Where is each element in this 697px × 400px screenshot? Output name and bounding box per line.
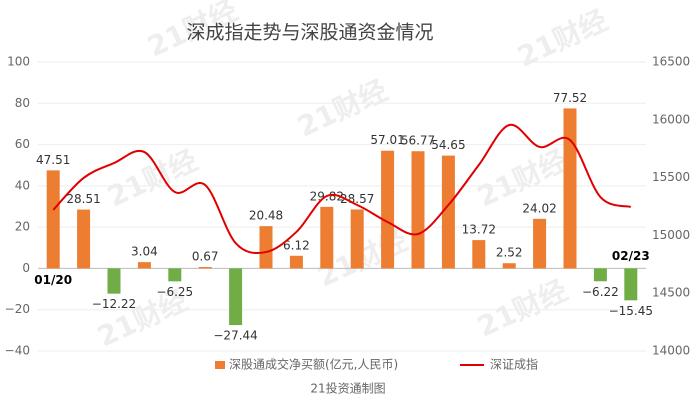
bar — [107, 268, 121, 294]
bar — [502, 263, 516, 269]
y-tick-label: 20 — [15, 220, 30, 234]
bar — [168, 268, 182, 282]
data-label: 3.04 — [131, 245, 158, 259]
y-tick-label: 40 — [15, 178, 30, 192]
y2-tick-label: 15000 — [652, 228, 690, 242]
bar — [198, 267, 212, 269]
bar — [593, 268, 607, 282]
bar — [472, 240, 486, 269]
data-label: 57.01 — [370, 133, 404, 147]
x-tick-label: 01/20 — [34, 273, 72, 287]
y-tick-label: 80 — [15, 96, 30, 110]
y2-tick-label: 16000 — [652, 112, 690, 126]
bar — [533, 218, 547, 269]
bar — [137, 262, 151, 269]
data-label: 24.02 — [522, 201, 556, 215]
chart-title: 深成指走势与深股通资金情况 — [186, 22, 433, 44]
y2-tick-label: 14000 — [652, 344, 690, 358]
data-label: 77.52 — [553, 91, 587, 105]
y-tick-label: 60 — [15, 137, 30, 151]
legend-label: 深证成指 — [490, 357, 538, 372]
bar — [411, 151, 425, 269]
y2-tick-label: 15500 — [652, 170, 690, 184]
data-label: 56.77 — [401, 134, 435, 148]
data-label: 47.51 — [36, 153, 70, 167]
data-label: 2.52 — [496, 246, 523, 260]
data-label: 6.12 — [283, 238, 310, 252]
watermark: 21财经 — [102, 144, 202, 214]
y-tick-label: 0 — [22, 261, 30, 275]
data-label: −15.45 — [609, 304, 653, 318]
bar — [441, 155, 455, 269]
watermark: 21财经 — [512, 4, 612, 74]
bar — [229, 268, 243, 326]
bar — [289, 255, 303, 269]
data-label: −12.22 — [92, 297, 136, 311]
data-label: −6.22 — [582, 285, 619, 299]
data-label: 20.48 — [249, 209, 283, 223]
data-label: −27.44 — [213, 329, 257, 343]
data-label: −6.25 — [156, 285, 193, 299]
bar — [350, 209, 364, 269]
data-label: 13.72 — [462, 223, 496, 237]
data-label: 0.67 — [192, 250, 219, 264]
data-label: 28.57 — [340, 192, 374, 206]
bar — [77, 209, 91, 269]
source: 21投资通制图 — [310, 381, 385, 396]
x-tick-label: 02/23 — [612, 249, 650, 263]
y2-tick-label: 14500 — [652, 286, 690, 300]
bar — [46, 170, 60, 269]
y-tick-label: 100 — [7, 55, 30, 69]
bar — [381, 150, 395, 269]
line — [52, 123, 632, 254]
y-tick-label: −40 — [5, 344, 30, 358]
watermarks: 21财经 21财经 21财经 21财经 21财经 21财经 21财经 21财经 — [92, 0, 612, 354]
y2-tick-label: 16500 — [652, 55, 690, 69]
y-tick-label: −20 — [5, 302, 30, 316]
watermark: 21财经 — [472, 274, 572, 344]
bar — [320, 206, 334, 269]
bar — [563, 108, 577, 269]
bar — [624, 268, 638, 301]
legend-label: 深股通成交净买额(亿元,人民币) — [229, 357, 398, 372]
legend-swatch — [215, 361, 225, 369]
data-label: 54.65 — [431, 138, 465, 152]
bar — [259, 226, 273, 269]
data-label: 28.51 — [66, 192, 100, 206]
